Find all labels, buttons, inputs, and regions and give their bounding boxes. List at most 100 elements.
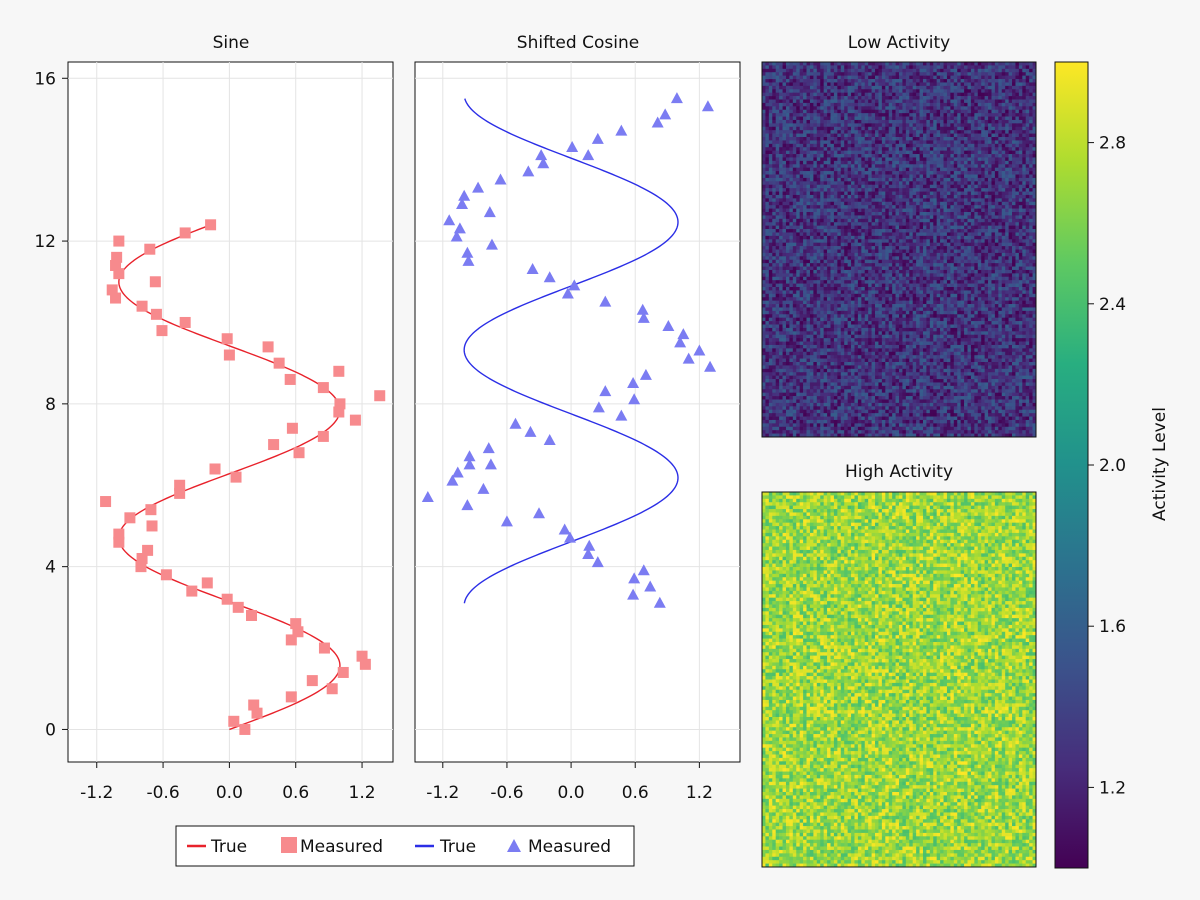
- heat-cell: [957, 62, 961, 66]
- heat-cell: [775, 198, 780, 203]
- heat-cell: [892, 157, 896, 162]
- heat-cell: [950, 126, 955, 131]
- heat-cell: [809, 232, 814, 237]
- heat-cell: [785, 174, 790, 179]
- heat-cell: [916, 79, 920, 83]
- heat-cell: [782, 249, 787, 254]
- heat-cell: [1012, 119, 1016, 124]
- heat-cell: [768, 242, 773, 247]
- heat-cell: [1015, 65, 1020, 70]
- heat-cell: [984, 263, 989, 267]
- heat-cell: [981, 143, 985, 148]
- heat-cell: [916, 109, 920, 114]
- heat-cell: [765, 133, 770, 138]
- heat-cell: [827, 188, 831, 192]
- heat-cell: [871, 225, 876, 230]
- heat-cell: [1008, 113, 1013, 117]
- heat-cell: [981, 68, 985, 73]
- heat-cell: [851, 235, 855, 240]
- heat-cell: [813, 242, 818, 247]
- heat-cell: [977, 137, 982, 141]
- heat-cell: [929, 68, 934, 73]
- measured-point: [682, 352, 695, 364]
- heat-cell: [994, 252, 999, 257]
- heat-cell: [854, 150, 859, 155]
- heat-cell: [772, 177, 777, 182]
- heat-cell: [830, 218, 835, 223]
- heat-cell: [792, 164, 797, 169]
- heat-cell: [998, 212, 1003, 216]
- heat-cell: [854, 126, 859, 131]
- heat-cell: [768, 239, 773, 244]
- heat-cell: [1018, 167, 1023, 172]
- heat-cell: [782, 184, 787, 189]
- heat-cell: [909, 137, 914, 141]
- heat-cell: [888, 82, 893, 87]
- heat-cell: [912, 208, 917, 213]
- heat-cell: [943, 65, 948, 70]
- heat-cell: [840, 99, 845, 104]
- heat-cell: [854, 239, 859, 244]
- heat-cell: [875, 106, 879, 111]
- heat-cell: [981, 102, 985, 107]
- heat-cell: [892, 154, 896, 158]
- heat-cell: [940, 79, 944, 83]
- heat-cell: [895, 102, 900, 107]
- heat-cell: [806, 171, 811, 175]
- heat-cell: [892, 198, 896, 203]
- heat-cell: [912, 92, 917, 97]
- heat-cell: [912, 157, 917, 162]
- heat-cell: [875, 239, 879, 244]
- heat-cell: [840, 137, 845, 141]
- heat-cell: [950, 246, 955, 250]
- heat-cell: [820, 191, 824, 196]
- heat-cell: [991, 85, 996, 90]
- heat-cell: [1012, 75, 1016, 80]
- heat-cell: [885, 235, 890, 240]
- heat-cell: [765, 256, 770, 261]
- heat-cell: [1012, 137, 1016, 141]
- measured-point: [524, 425, 537, 437]
- heat-cell: [974, 235, 979, 240]
- heat-cell: [953, 113, 958, 117]
- heat-cell: [803, 113, 807, 117]
- heat-cell: [895, 133, 900, 138]
- heat-cell: [899, 143, 903, 148]
- heat-cell: [895, 157, 900, 162]
- heat-cell: [823, 72, 828, 76]
- heat-cell: [1029, 96, 1033, 100]
- heat-cell: [1001, 137, 1006, 141]
- heat-cell: [792, 106, 797, 111]
- heat-cell: [799, 222, 804, 226]
- heat-cell: [792, 235, 797, 240]
- heat-cell: [1029, 75, 1033, 80]
- heat-cell: [816, 167, 821, 172]
- heat-cell: [981, 222, 985, 226]
- heat-cell: [1012, 79, 1016, 83]
- heat-cell: [762, 259, 766, 264]
- heat-cell: [809, 177, 814, 182]
- heat-cell: [809, 225, 814, 230]
- heat-cell: [803, 225, 807, 230]
- heat-cell: [820, 256, 824, 261]
- heat-cell: [772, 222, 777, 226]
- heat-cell: [950, 102, 955, 107]
- heat-cell: [892, 62, 896, 66]
- heat-cell: [1015, 96, 1020, 100]
- heat-cell: [847, 130, 852, 134]
- heat-cell: [984, 62, 989, 66]
- heat-cell: [967, 239, 972, 244]
- heat-cell: [861, 157, 866, 162]
- heat-cell: [827, 72, 831, 76]
- heat-cell: [809, 160, 814, 165]
- heat-cell: [864, 171, 869, 175]
- heat-cell: [762, 160, 766, 165]
- heat-cell: [970, 171, 975, 175]
- heat-cell: [970, 177, 975, 182]
- heat-cell: [1012, 65, 1016, 70]
- heat-cell: [796, 198, 801, 203]
- heat-cell: [830, 167, 835, 172]
- heat-cell: [1022, 89, 1027, 94]
- heat-cell: [991, 130, 996, 134]
- heat-cell: [772, 133, 777, 138]
